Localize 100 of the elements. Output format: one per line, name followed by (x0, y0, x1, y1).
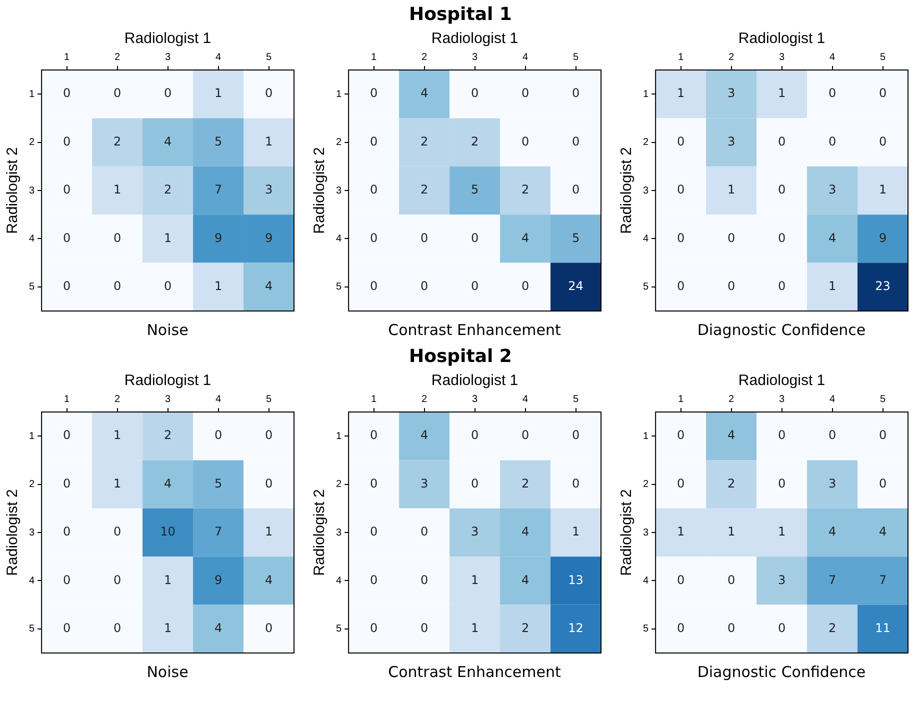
data-label: 0 (62, 621, 71, 636)
data-label: 2 (164, 428, 172, 442)
y-tick-label: 2 (643, 479, 649, 490)
data-label: 1 (727, 182, 736, 197)
data-label: 9 (214, 572, 222, 587)
y-tick-label: 1 (29, 88, 35, 100)
y-tick-label: 3 (643, 185, 649, 196)
data-label: 0 (727, 621, 736, 636)
x-axis-title: Diagnostic Confidence (696, 662, 867, 683)
y-tick-label: 5 (336, 282, 342, 293)
data-label: 1 (778, 524, 786, 539)
data-label: 1 (113, 182, 122, 197)
data-label: 0 (113, 572, 122, 587)
y-axis-title: Radiologist 2 (618, 147, 636, 234)
data-label: 11 (875, 621, 890, 636)
data-label: 9 (214, 230, 222, 245)
data-label: 1 (164, 230, 172, 245)
data-label: 0 (164, 86, 172, 100)
data-label: 3 (264, 182, 273, 197)
data-label: 0 (878, 476, 887, 490)
x2-axis-title: Radiologist 1 (431, 372, 518, 390)
data-label: 3 (828, 182, 836, 197)
data-label: 1 (676, 524, 685, 539)
data-label: 1 (676, 86, 685, 100)
data-label: 24 (568, 279, 584, 294)
data-label: 1 (878, 182, 887, 197)
y-tick-label: 5 (643, 282, 649, 293)
x-tick-label: 2 (422, 52, 428, 63)
data-label: 0 (778, 134, 786, 148)
data-label: 0 (420, 572, 428, 587)
data-label: 4 (878, 524, 887, 539)
data-label: 5 (572, 230, 580, 245)
data-label: 0 (470, 428, 479, 442)
data-label: 0 (113, 279, 122, 294)
x-tick-label: 3 (779, 52, 785, 63)
data-label: 0 (521, 86, 530, 100)
data-label: 0 (370, 476, 378, 490)
x-tick-label: 3 (165, 394, 171, 405)
x-tick-label: 4 (522, 394, 528, 405)
data-label: 0 (828, 428, 836, 442)
data-label: 0 (572, 134, 580, 148)
data-label: 0 (264, 428, 273, 442)
data-label: 2 (521, 182, 530, 197)
data-label: 1 (572, 524, 580, 539)
x-tick-label: 2 (422, 394, 428, 405)
x-tick-label: 2 (114, 52, 121, 63)
x-tick-label: 1 (678, 52, 684, 63)
x-tick-label: 4 (215, 394, 222, 405)
data-label: 0 (778, 428, 786, 442)
x-tick-label: 5 (880, 52, 886, 63)
y-tick-label: 5 (29, 624, 35, 635)
data-label: 4 (264, 572, 273, 587)
x-tick-label: 1 (371, 394, 378, 405)
x-tick-label: 3 (165, 52, 171, 63)
y-tick-label: 3 (336, 185, 342, 196)
data-label: 0 (676, 182, 685, 197)
x2-axis-title: Radiologist 1 (124, 372, 212, 390)
data-label: 0 (113, 621, 122, 636)
y-tick-label: 4 (29, 575, 35, 586)
data-label: 0 (572, 428, 580, 442)
data-label: 0 (470, 476, 479, 490)
y-axis-title: Radiologist 2 (311, 489, 328, 576)
data-label: 0 (164, 279, 172, 294)
data-label: 7 (214, 524, 222, 539)
chart-title: Hospital 1 (408, 3, 513, 27)
y-tick-label: 5 (29, 282, 35, 293)
data-label: 1 (470, 621, 479, 636)
data-label: 7 (828, 572, 836, 587)
data-label: 0 (572, 182, 580, 197)
data-label: 0 (727, 572, 736, 587)
data-label: 0 (470, 86, 479, 100)
data-label: 0 (62, 279, 71, 294)
data-label: 9 (878, 230, 887, 245)
data-label: 0 (62, 572, 71, 587)
data-label: 0 (62, 476, 71, 490)
data-label: 1 (778, 86, 786, 100)
data-label: 0 (676, 134, 685, 148)
data-label: 4 (214, 621, 222, 636)
x-tick-label: 2 (728, 394, 735, 405)
y-tick-label: 2 (336, 479, 342, 490)
data-label: 5 (214, 476, 222, 490)
data-label: 0 (113, 86, 122, 100)
data-label: 2 (521, 621, 530, 636)
x-axis-title: Noise (146, 662, 190, 683)
data-label: 0 (727, 279, 736, 294)
data-label: 0 (521, 279, 530, 294)
y-axis-title: Radiologist 2 (618, 489, 636, 576)
y-tick-label: 1 (29, 430, 35, 442)
data-label: 0 (370, 621, 378, 636)
data-label: 1 (164, 621, 172, 636)
y-tick-label: 4 (29, 233, 35, 244)
data-label: 0 (676, 476, 685, 490)
x-tick-label: 2 (114, 394, 121, 405)
data-label: 0 (828, 134, 836, 148)
data-label: 4 (264, 279, 273, 294)
data-label: 0 (420, 279, 428, 294)
data-label: 0 (62, 524, 71, 539)
data-label: 0 (62, 230, 71, 245)
x-axis-title: Contrast Enhancement (387, 662, 562, 683)
x-tick-label: 4 (829, 52, 836, 63)
